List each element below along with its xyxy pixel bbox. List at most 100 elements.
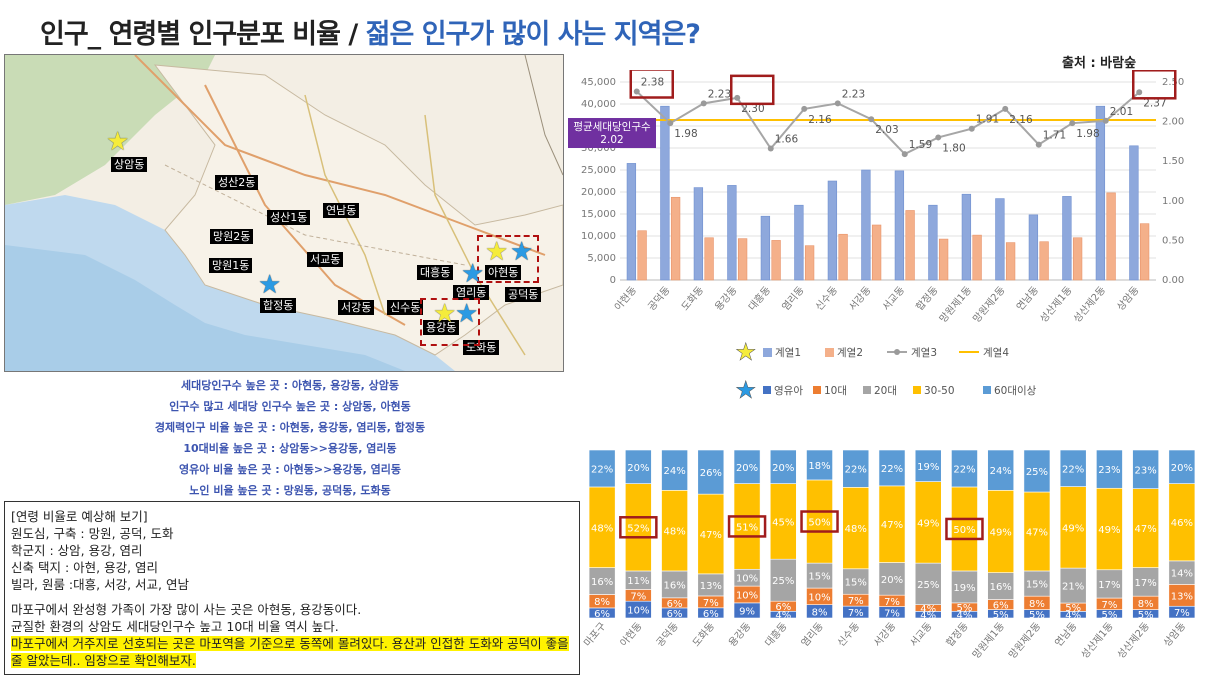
x-tick-label: 대흥동 <box>762 620 790 650</box>
segment-label: 45% <box>772 517 794 528</box>
stack-segment <box>625 483 652 572</box>
legend-label: 60대이상 <box>994 385 1037 397</box>
segment-label: 22% <box>1062 464 1084 475</box>
segment-label: 7% <box>884 597 900 608</box>
line-data-label: 1.59 <box>909 139 932 151</box>
x-tick-label: 상암동 <box>1161 620 1188 649</box>
x-tick-label: 망원제2동 <box>1006 620 1043 661</box>
line-data-label: 1.98 <box>1076 128 1099 140</box>
y2-tick-label: 1.00 <box>1162 196 1184 207</box>
map-label-mangwon2: 망원2동 <box>210 229 254 244</box>
stack-segment <box>1096 569 1123 599</box>
segment-label: 5% <box>993 610 1009 621</box>
stack-segment <box>806 562 833 589</box>
line-point <box>1102 117 1109 124</box>
bar-series2 <box>704 237 714 281</box>
summary-line: 세대당인구수 높은 곳 : 아현동, 용강동, 상암동 <box>181 379 399 392</box>
segment-label: 15% <box>1026 580 1048 591</box>
notes-paragraph: 마포구에서 완성형 가족이 가장 많이 사는 곳은 아현동, 용강동이다. <box>11 602 362 617</box>
stack-segment <box>914 449 942 482</box>
stack-segment <box>1132 488 1159 568</box>
segment-label: 6% <box>993 601 1009 612</box>
notes-item: 신축 택지 : 아현, 용강, 염리 <box>11 560 159 575</box>
stack-segment <box>878 485 906 563</box>
legend-label: 10대 <box>824 385 847 397</box>
segment-label: 20% <box>772 463 794 474</box>
segment-label: 6% <box>775 602 791 613</box>
line-point <box>1069 120 1076 127</box>
stack-segment <box>987 490 1015 573</box>
segment-label: 7% <box>703 598 719 609</box>
segment-label: 49% <box>990 527 1012 538</box>
x-tick-label: 성산제1동 <box>1079 620 1116 661</box>
stack-segment <box>1023 491 1051 572</box>
notes-heading: [연령 비율로 예상해 보기] <box>11 509 148 524</box>
line-data-label: 2.16 <box>1009 114 1033 126</box>
segment-label: 7% <box>848 608 864 619</box>
stack-segment <box>806 479 833 564</box>
summary-line: 10대비율 높은 곳 : 상암동>>용강동, 염리동 <box>183 442 397 455</box>
segment-label: 5% <box>957 603 973 614</box>
stack-segment <box>1168 449 1196 484</box>
x-tick-label: 아현동 <box>612 284 639 313</box>
average-label-box <box>568 118 656 149</box>
legend-label: 계열4 <box>983 347 1009 359</box>
legend-swatch <box>763 386 771 394</box>
stack-segment <box>769 449 797 484</box>
map-label-gongdeok: 공덕동 <box>505 287 542 302</box>
highlight-box-ahyeon <box>477 235 539 283</box>
x-tick-label: 서교동 <box>908 620 935 649</box>
map-label-yonggang: 용강동 <box>423 320 460 335</box>
bar-series1 <box>1129 145 1139 281</box>
line-data-label: 1.91 <box>976 114 999 126</box>
segment-label: 20% <box>881 575 903 586</box>
segment-label: 20% <box>1171 463 1193 474</box>
line-data-label: 2.03 <box>875 124 898 136</box>
x-tick-label: 용강동 <box>713 284 740 313</box>
line-point <box>734 94 741 101</box>
x-tick-label: 서강동 <box>871 620 898 649</box>
average-label-title: 평균세대당인구수 <box>573 121 651 133</box>
stack-segment <box>661 449 688 491</box>
segment-label: 48% <box>663 527 685 538</box>
bar-series2 <box>670 196 681 281</box>
stack-segment <box>842 449 870 488</box>
bar-series1 <box>928 204 938 281</box>
line-point <box>868 116 875 123</box>
segment-label: 7% <box>848 596 864 607</box>
segment-label: 51% <box>736 522 758 533</box>
bar-series1 <box>794 204 804 281</box>
x-tick-label: 서교동 <box>880 284 907 313</box>
segment-label: 8% <box>1029 599 1045 610</box>
bar-series1 <box>861 169 871 281</box>
map-label-seongsan1: 성산1동 <box>267 210 311 225</box>
age-distribution-chart: 6%8%16%48%22%마포구10%7%11%52%20%아현동6%6%16%… <box>581 449 1196 661</box>
y-tick-label: 15,000 <box>581 209 616 220</box>
segment-label: 18% <box>808 461 830 472</box>
y2-tick-label: 2.00 <box>1162 117 1184 128</box>
legend-label: 계열2 <box>837 347 863 359</box>
segment-label: 17% <box>1098 580 1120 591</box>
y-tick-label: 20,000 <box>581 187 616 198</box>
line-point <box>834 100 841 107</box>
stack-segment <box>987 572 1015 600</box>
y-tick-label: 5,000 <box>587 253 616 264</box>
segment-label: 16% <box>663 580 685 591</box>
segment-label: 4% <box>957 611 973 622</box>
segment-label: 25% <box>772 576 794 587</box>
household-combo-chart: 05,00010,00015,00020,00025,00030,00035,0… <box>568 70 1184 325</box>
segment-label: 52% <box>627 523 649 534</box>
segment-label: 10% <box>627 606 649 617</box>
segment-label: 48% <box>845 524 867 535</box>
x-tick-label: 합정동 <box>914 284 941 313</box>
stack-segment <box>951 570 978 604</box>
callout-box <box>800 510 839 533</box>
x-tick-label: 연남동 <box>1014 284 1041 313</box>
line-point <box>801 105 808 112</box>
x-tick-label: 망원제2동 <box>971 284 1008 325</box>
stack-segment <box>1023 449 1051 493</box>
line-point <box>935 134 942 141</box>
line-point <box>1136 89 1143 96</box>
segment-label: 46% <box>1171 518 1193 529</box>
y-tick-label: 25,000 <box>581 165 616 176</box>
